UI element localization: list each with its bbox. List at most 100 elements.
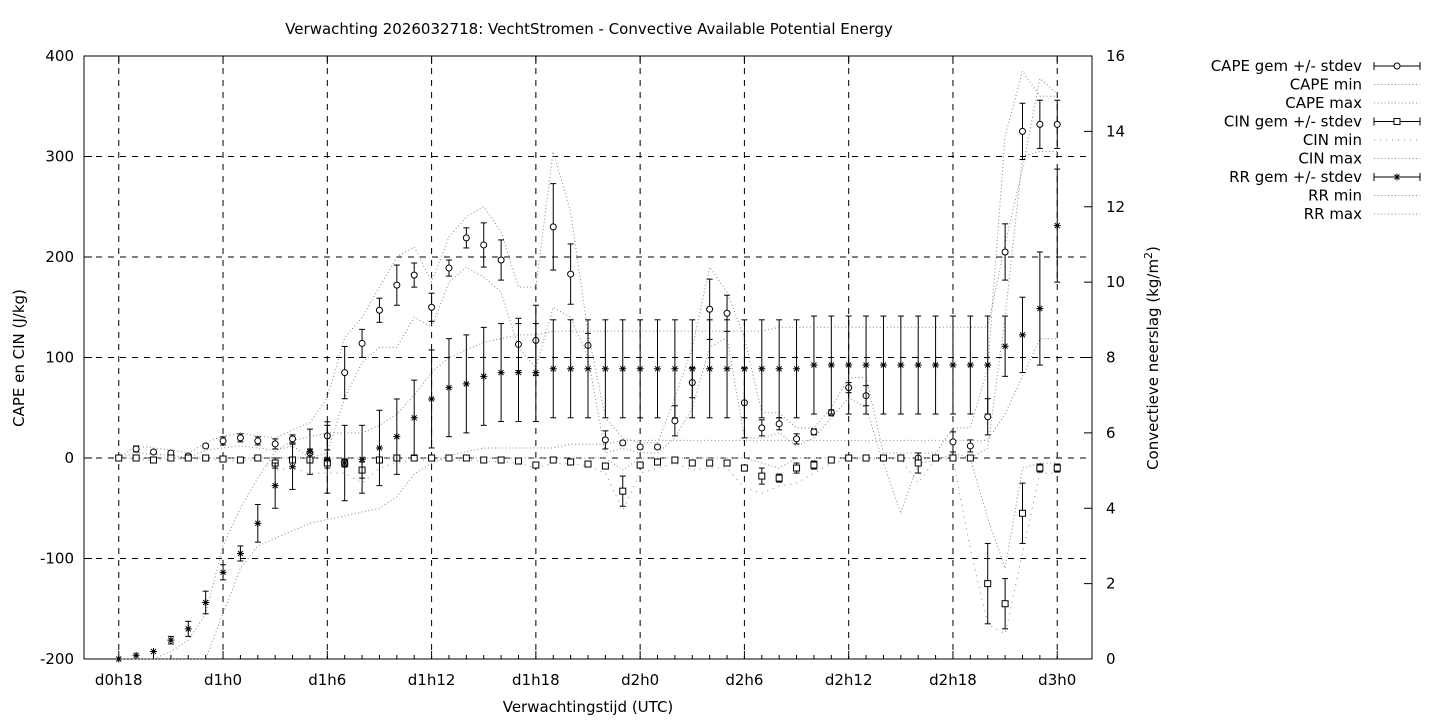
legend-label: CIN min [1303,131,1362,149]
cape-gem-stdev-point [619,439,627,447]
cin-gem-stdev-point [966,454,974,462]
cin-gem-stdev-point [636,461,644,469]
cape-gem-stdev-point [567,270,575,278]
rr-gem-stdev-point [897,361,905,369]
rr-gem-stdev-point [202,598,210,606]
cape-gem-stdev-point [254,437,262,445]
rr-gem-stdev-point [132,651,140,659]
cape-gem-stdev-point [375,306,383,314]
y2-tick-label: 6 [1106,424,1116,442]
cape-gem-stdev-point [671,417,679,425]
x-axis-label: Verwachtingstijd (UTC) [503,698,674,716]
rr-gem-stdev-point [758,365,766,373]
cape-gem-stdev-point [236,434,244,442]
cin-gem-stdev-point [428,454,436,462]
rr-gem-stdev-point [497,369,505,377]
cin-gem-stdev-point [827,456,835,464]
rr-gem-stdev-point [254,519,262,527]
cin-gem-stdev-point [132,454,140,462]
cin-gem-stdev-point [723,459,731,467]
cin-gem-stdev-point [462,454,470,462]
cape-max-line [118,69,1058,459]
cin-gem-stdev-point [115,454,123,462]
rr-gem-stdev-point [966,361,974,369]
cin-gem-stdev-point [254,454,262,462]
cape-gem-stdev-point [1053,120,1061,128]
cin-gem-stdev-series [115,452,1061,630]
cape-gem-stdev-point [219,437,227,445]
x-tick-label: d2h0 [621,671,659,689]
x-tick-label: d1h12 [408,671,456,689]
cin-gem-stdev-point [914,459,922,467]
legend-label: RR min [1308,187,1362,205]
cape-gem-stdev-point [706,305,714,313]
x-tick-label: d2h18 [929,671,977,689]
cin-gem-stdev-point [445,454,453,462]
cin-gem-stdev-point [549,456,557,464]
cape-gem-stdev-point [654,443,662,451]
cin-gem-stdev-point [150,456,158,464]
cin-gem-stdev-point [480,456,488,464]
cin-gem-stdev-point [1001,600,1009,608]
cape-gem-stdev-point [723,309,731,317]
y-tick-label: 300 [45,148,74,166]
rr-gem-stdev-point [601,365,609,373]
y-tick-label: -200 [40,650,74,668]
rr-gem-stdev-point [306,448,314,456]
rr-max-line [118,77,1058,660]
cape-gem-stdev-point [480,241,488,249]
x-tick-label: d0h18 [95,671,143,689]
cin-gem-stdev-point [1053,464,1061,472]
cape-gem-stdev-point [810,428,818,436]
cape-gem-stdev-point [775,420,783,428]
cin-gem-stdev-point [167,454,175,462]
legend-label: RR gem +/- stdev [1229,168,1362,186]
cin-gem-stdev-point [1036,464,1044,472]
y-tick-label: 200 [45,248,74,266]
y2-tick-label: 10 [1106,273,1125,291]
y-tick-label: 400 [45,47,74,65]
legend-marker [1393,173,1401,181]
rr-gem-stdev-point [115,655,123,663]
cin-gem-stdev-point [532,461,540,469]
rr-gem-stdev-point [549,365,557,373]
cin-gem-stdev-point [654,458,662,466]
cape-gem-stdev-point [758,424,766,432]
rr-gem-stdev-point [514,369,522,377]
rr-gem-stdev-point [393,433,401,441]
cape-gem-stdev-point [601,436,609,444]
x-tick-label: d2h6 [725,671,763,689]
rr-gem-stdev-point [445,384,453,392]
rr-gem-stdev-point [984,361,992,369]
y2-tick-label: 2 [1106,575,1116,593]
rr-gem-stdev-point [810,361,818,369]
rr-gem-stdev-point [219,568,227,576]
cape-gem-stdev-point [793,435,801,443]
y2-tick-label: 8 [1106,349,1116,367]
rr-gem-stdev-point [289,463,297,471]
x-tick-label: d2h12 [825,671,873,689]
cin-gem-stdev-point [497,456,505,464]
cape-gem-stdev-point [984,413,992,421]
rr-gem-stdev-point [654,365,662,373]
cin-gem-stdev-point [202,454,210,462]
rr-gem-stdev-point [323,455,331,463]
legend-label: RR max [1304,205,1362,223]
cin-gem-stdev-point [236,456,244,464]
cin-gem-stdev-point [671,456,679,464]
rr-gem-stdev-series [115,168,1061,663]
rr-gem-stdev-point [619,365,627,373]
cape-gem-stdev-point [202,442,210,450]
cin-gem-stdev-point [601,462,609,470]
cape-gem-stdev-point [949,438,957,446]
cin-gem-stdev-point [862,454,870,462]
x-tick-label: d1h0 [204,671,242,689]
rr-gem-stdev-point [1001,342,1009,350]
cin-gem-stdev-point [740,464,748,472]
legend-label: CAPE max [1285,94,1362,112]
rr-gem-stdev-point [775,365,783,373]
y2-tick-label: 16 [1106,47,1125,65]
legend-marker [1393,62,1401,70]
cin-gem-stdev-point [758,472,766,480]
